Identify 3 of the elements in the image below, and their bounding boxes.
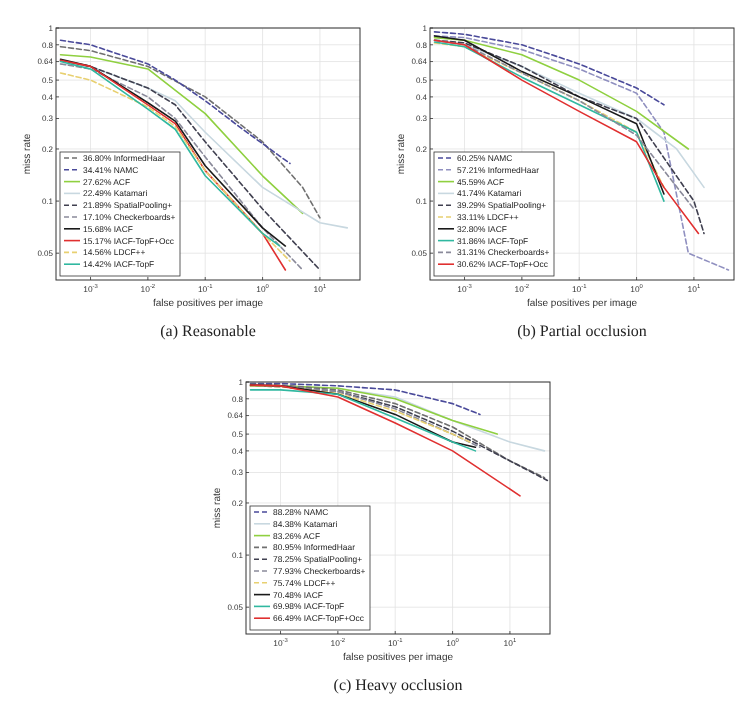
text: (b) Partial occlusion bbox=[517, 322, 647, 340]
text: (c) Heavy occlusion bbox=[333, 676, 463, 694]
text: (a) Reasonable bbox=[160, 322, 257, 340]
